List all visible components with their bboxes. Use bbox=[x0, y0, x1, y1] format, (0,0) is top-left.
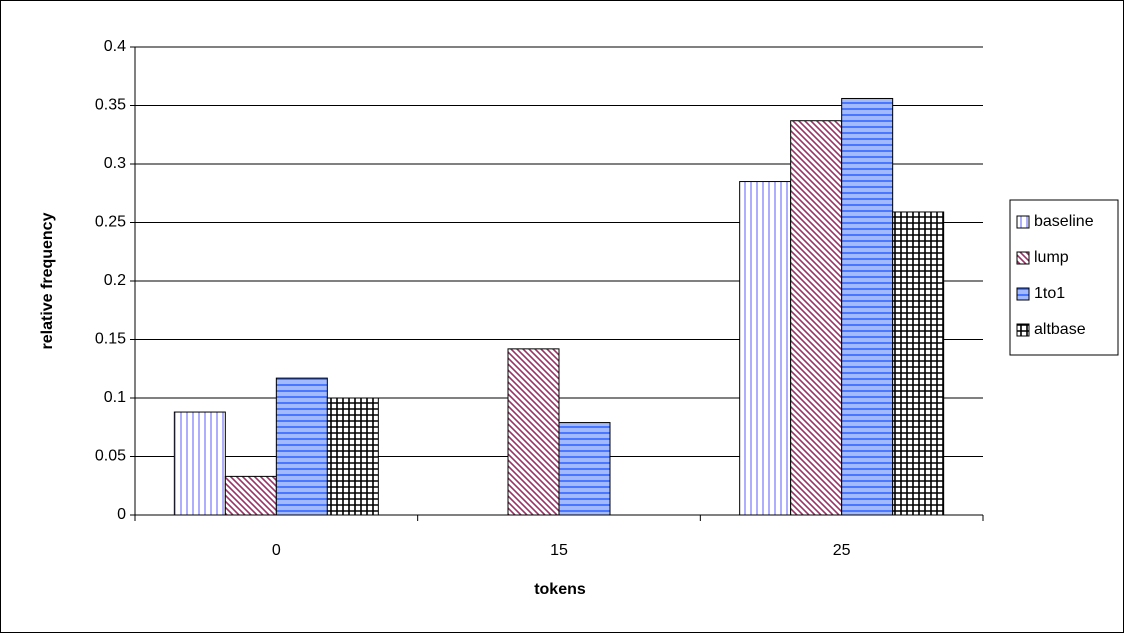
y-tick-label: 0.1 bbox=[104, 389, 126, 406]
y-tick-label: 0.35 bbox=[95, 97, 126, 114]
legend-swatch bbox=[1016, 215, 1030, 229]
y-axis-label: relative frequency bbox=[39, 212, 56, 349]
bar bbox=[275, 377, 328, 516]
x-tick-label: 0 bbox=[272, 542, 281, 559]
bar bbox=[790, 120, 843, 516]
x-tick-label: 15 bbox=[550, 542, 568, 559]
y-tick-label: 0.4 bbox=[104, 38, 126, 55]
legend-label: baseline bbox=[1034, 213, 1094, 230]
bar bbox=[224, 475, 277, 516]
legend-label: altbase bbox=[1034, 321, 1086, 338]
bar bbox=[173, 411, 226, 516]
legend-label: lump bbox=[1034, 249, 1069, 266]
y-tick-label: 0.3 bbox=[104, 155, 126, 172]
bar bbox=[892, 211, 945, 516]
x-tick-label: 25 bbox=[833, 542, 851, 559]
legend-label: 1to1 bbox=[1034, 285, 1065, 302]
y-tick-label: 0.25 bbox=[95, 214, 126, 231]
y-tick-label: 0.15 bbox=[95, 331, 126, 348]
bar bbox=[841, 97, 894, 516]
bar bbox=[558, 422, 611, 516]
bar bbox=[507, 348, 560, 516]
legend-swatch bbox=[1016, 323, 1030, 337]
bar bbox=[326, 397, 379, 516]
y-tick-label: 0 bbox=[117, 506, 126, 523]
legend-swatch bbox=[1016, 287, 1030, 301]
x-axis-label: tokens bbox=[534, 581, 586, 598]
y-tick-label: 0.2 bbox=[104, 272, 126, 289]
y-tick-label: 0.05 bbox=[95, 448, 126, 465]
bar bbox=[739, 181, 792, 516]
legend-swatch bbox=[1016, 251, 1030, 265]
